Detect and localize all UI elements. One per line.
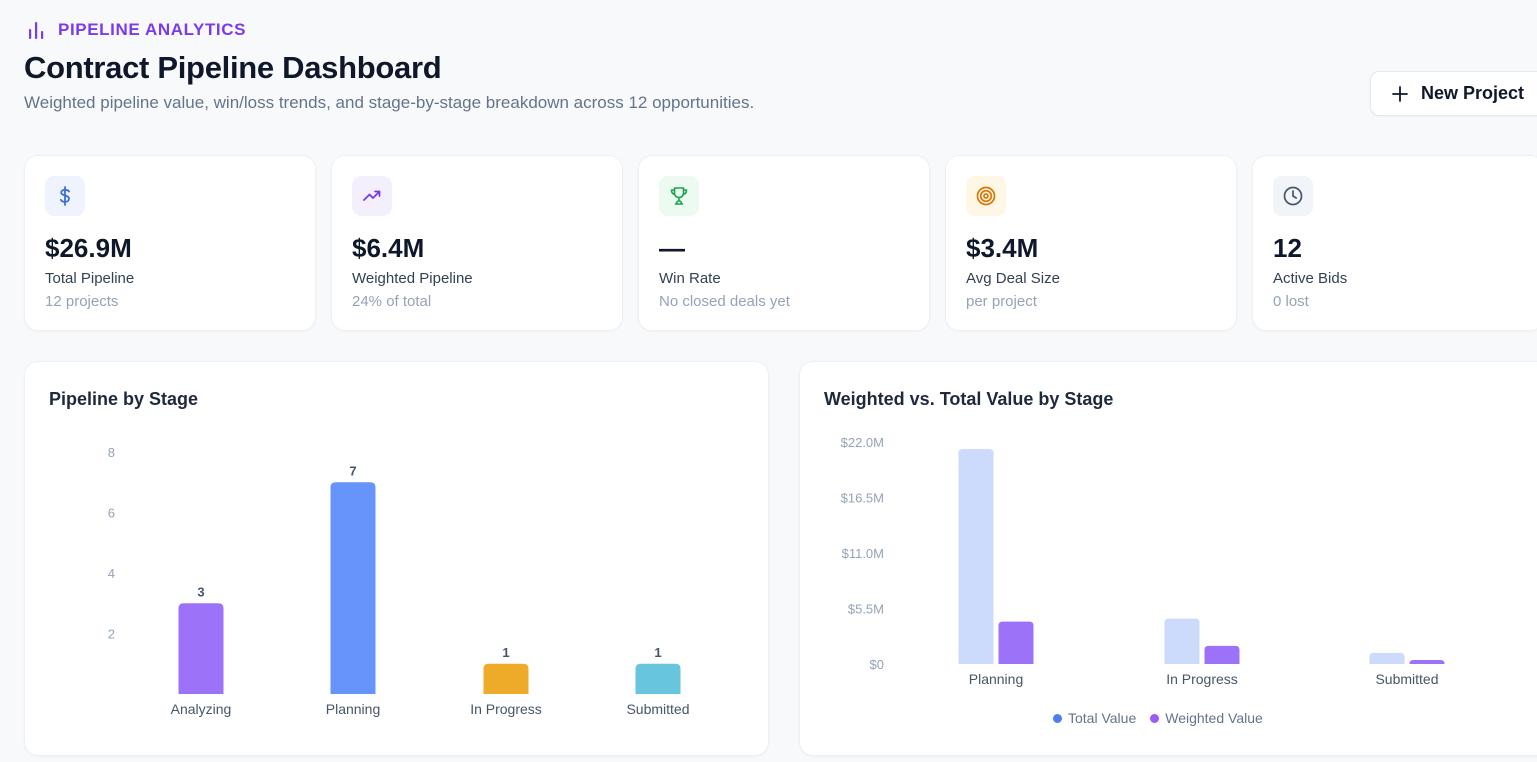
kpi-value: — xyxy=(659,233,685,263)
bar-submitted[interactable] xyxy=(635,663,681,694)
kpi-icon-box xyxy=(45,176,85,216)
trending-up-icon xyxy=(363,190,381,201)
bar-analyzing[interactable] xyxy=(178,603,224,694)
kpi-value: $3.4M xyxy=(966,233,1039,263)
kpi-card-weighted-pipeline: $6.4M Weighted Pipeline 24% of total xyxy=(331,155,623,331)
clock-icon xyxy=(1283,186,1303,206)
bar-in-progress-weighted-value[interactable] xyxy=(1204,645,1240,664)
chart-legend: Total Value Weighted Value xyxy=(1053,710,1263,726)
kpi-label: Weighted Pipeline xyxy=(352,270,473,287)
eyebrow-label: PIPELINE ANALYTICS xyxy=(58,20,247,39)
pipeline-by-stage-chart: 2 4 6 8 3 Analyzing 7 Planning 1 In Progress 1 Subm… xyxy=(108,445,690,717)
bar-chart-icon xyxy=(29,22,44,39)
bar-value-label: 1 xyxy=(654,645,661,660)
panel-title: Weighted vs. Total Value by Stage xyxy=(824,389,1114,409)
kpi-value: 12 xyxy=(1273,233,1302,263)
page-eyebrow: PIPELINE ANALYTICS xyxy=(26,20,246,40)
trophy-icon xyxy=(670,187,688,205)
kpi-label: Active Bids xyxy=(1273,270,1348,287)
bar-value-label: 3 xyxy=(197,584,204,599)
bar-submitted-weighted-value[interactable] xyxy=(1409,659,1445,664)
kpi-icon-box xyxy=(1273,176,1313,216)
kpi-subtext: 0 lost xyxy=(1273,293,1309,310)
kpi-value: $6.4M xyxy=(352,233,425,263)
kpi-card-avg-deal-size: $3.4M Avg Deal Size per project xyxy=(945,155,1237,331)
bar-planning[interactable] xyxy=(330,482,376,694)
x-tick-label: In Progress xyxy=(470,701,542,717)
weighted-vs-total-panel: Weighted vs. Total Value by Stage $0 $5.5… xyxy=(799,361,1537,756)
target-icon xyxy=(976,186,996,206)
bar-submitted-total-value[interactable] xyxy=(1369,652,1405,664)
bar-planning-total-value[interactable] xyxy=(958,449,994,664)
pipeline-by-stage-panel: Pipeline by Stage 2 4 6 8 3 Analyzing 7 Plannin… xyxy=(24,361,769,756)
kpi-icon-box xyxy=(966,176,1006,216)
y-tick-label: 2 xyxy=(108,627,115,642)
kpi-subtext: 12 projects xyxy=(45,293,119,310)
kpi-label: Win Rate xyxy=(659,270,721,287)
y-tick-label: 6 xyxy=(108,506,115,521)
dollar-icon xyxy=(59,186,70,206)
y-tick-label: 4 xyxy=(108,566,115,581)
legend-item-total[interactable]: Total Value xyxy=(1053,710,1136,726)
x-tick-label: Submitted xyxy=(626,701,689,717)
y-tick-label: $22.0M xyxy=(841,435,884,450)
weighted-vs-total-chart: $0 $5.5M $11.0M $16.5M $22.0M Planning In Prog… xyxy=(841,435,1445,687)
x-tick-label: Analyzing xyxy=(171,701,232,717)
bar-in-progress-total-value[interactable] xyxy=(1164,618,1200,664)
bar-value-label: 1 xyxy=(502,645,509,660)
kpi-icon-box xyxy=(659,176,699,216)
legend-label: Weighted Value xyxy=(1165,710,1263,726)
x-tick-label: Submitted xyxy=(1375,671,1438,687)
kpi-label: Avg Deal Size xyxy=(966,270,1060,287)
kpi-subtext: No closed deals yet xyxy=(659,293,790,310)
kpi-card-total-pipeline: $26.9M Total Pipeline 12 projects xyxy=(24,155,316,331)
new-project-button[interactable]: New Project xyxy=(1370,71,1537,116)
y-tick-label: $16.5M xyxy=(841,491,884,506)
page-title: Contract Pipeline Dashboard xyxy=(24,50,442,85)
legend-label: Total Value xyxy=(1068,710,1137,726)
bar-value-label: 7 xyxy=(349,463,356,478)
kpi-card-active-bids: 12 Active Bids 0 lost xyxy=(1252,155,1537,331)
legend-item-weighted[interactable]: Weighted Value xyxy=(1150,710,1263,726)
y-tick-label: 8 xyxy=(108,445,115,460)
legend-dot xyxy=(1053,713,1062,723)
y-tick-label: $11.0M xyxy=(842,546,884,561)
y-tick-label: $5.5M xyxy=(848,602,884,617)
kpi-subtext: per project xyxy=(966,293,1037,310)
kpi-label: Total Pipeline xyxy=(45,270,135,287)
kpi-value: $26.9M xyxy=(45,233,132,263)
y-tick-label: $0 xyxy=(870,657,884,672)
bar-in-progress[interactable] xyxy=(483,663,529,694)
page-subtitle: Weighted pipeline value, win/loss trends… xyxy=(24,93,755,112)
kpi-card-win-rate: — Win Rate No closed deals yet xyxy=(638,155,930,331)
new-project-label: New Project xyxy=(1421,83,1525,103)
bar-planning-weighted-value[interactable] xyxy=(998,621,1034,664)
x-tick-label: Planning xyxy=(969,671,1024,687)
kpi-icon-box xyxy=(352,176,392,216)
x-tick-label: In Progress xyxy=(1166,671,1238,687)
kpi-subtext: 24% of total xyxy=(352,293,432,310)
x-tick-label: Planning xyxy=(326,701,381,717)
plus-icon xyxy=(1392,85,1408,102)
panel-title: Pipeline by Stage xyxy=(49,389,199,409)
legend-dot xyxy=(1150,713,1160,723)
